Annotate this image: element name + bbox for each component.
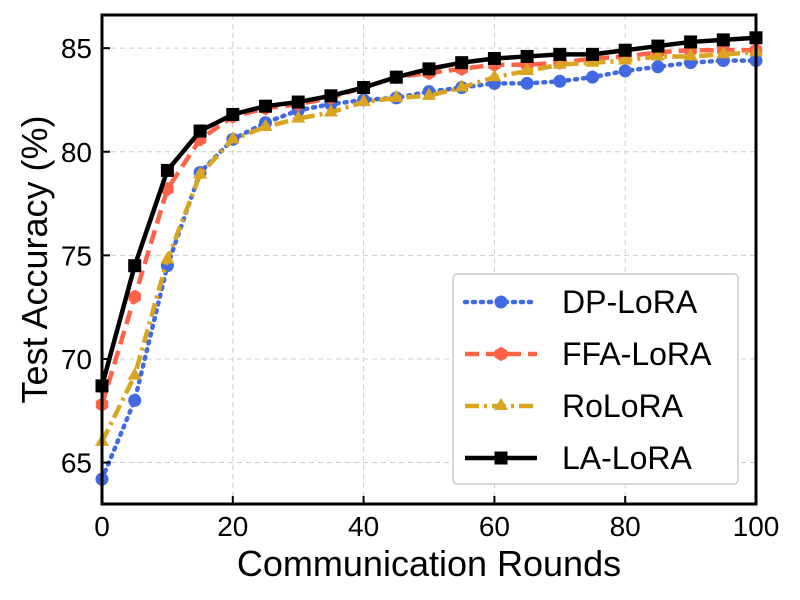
- data-point-rolora: [323, 104, 338, 117]
- legend-label-ffa-lora: FFA-LoRA: [562, 336, 712, 372]
- data-point-la-lora: [520, 49, 534, 63]
- x-tick-label: 100: [733, 511, 780, 542]
- legend-label-rolora: RoLoRA: [562, 388, 684, 424]
- y-tick-label: 65: [61, 448, 92, 479]
- x-tick-label: 0: [94, 511, 110, 542]
- data-point-la-lora: [553, 47, 567, 61]
- data-point-dp-lora: [618, 64, 632, 78]
- data-point-rolora: [291, 110, 306, 123]
- data-point-la-lora: [389, 70, 403, 84]
- data-point-rolora: [160, 251, 175, 264]
- data-point-la-lora: [651, 39, 665, 53]
- data-point-dp-lora: [586, 70, 599, 84]
- axis-ticks: 0 20 40 60 80 100 65 70 75 80 85: [61, 33, 780, 542]
- plot-frame: [100, 13, 758, 506]
- legend-item-la-lora: LA-LoRA: [465, 440, 693, 476]
- data-point-la-lora: [357, 81, 371, 95]
- x-tick-label: 60: [479, 511, 510, 542]
- x-axis-label: Communication Rounds: [237, 543, 621, 584]
- data-point-rolora: [356, 93, 371, 107]
- y-tick-label: 80: [61, 137, 92, 168]
- y-tick-label: 85: [61, 33, 92, 64]
- legend-marker-ffa-lora: [494, 346, 508, 362]
- data-point-la-lora: [259, 99, 272, 113]
- data-point-rolora: [716, 46, 731, 59]
- data-point-la-lora: [128, 259, 142, 273]
- data-point-rolora: [389, 89, 404, 102]
- data-point-la-lora: [684, 35, 698, 49]
- x-tick-label: 40: [348, 511, 379, 542]
- data-point-rolora: [193, 166, 208, 179]
- data-point-la-lora: [487, 52, 501, 66]
- series-rolora: [94, 44, 764, 446]
- data-point-la-lora: [160, 163, 174, 177]
- data-point-la-lora: [193, 124, 207, 138]
- data-point-la-lora: [324, 89, 338, 103]
- data-point-la-lora: [226, 107, 240, 121]
- data-point-rolora: [618, 52, 633, 65]
- data-point-la-lora: [586, 47, 599, 61]
- data-point-rolora: [454, 79, 469, 92]
- legend: DP-LoRA FFA-LoRA RoLoRA LA-LoRA: [452, 273, 739, 485]
- legend-box: [452, 273, 739, 485]
- data-point-rolora: [487, 69, 502, 82]
- x-tick-label: 20: [217, 511, 248, 542]
- data-point-rolora: [552, 56, 567, 69]
- y-tick-label: 75: [61, 240, 92, 271]
- legend-label-dp-lora: DP-LoRA: [562, 284, 698, 320]
- data-point-la-lora: [291, 95, 305, 109]
- legend-marker-rolora: [493, 397, 509, 411]
- data-point-la-lora: [455, 56, 469, 70]
- series-line-rolora: [99, 50, 757, 443]
- data-point-dp-lora: [553, 74, 567, 88]
- legend-item-rolora: RoLoRA: [465, 388, 684, 424]
- data-point-rolora: [683, 48, 698, 61]
- y-tick-label: 70: [61, 344, 92, 375]
- data-point-dp-lora: [651, 60, 665, 74]
- legend-item-dp-lora: DP-LoRA: [462, 284, 698, 320]
- data-point-rolora: [520, 62, 535, 76]
- data-point-rolora: [258, 118, 273, 131]
- data-point-la-lora: [618, 43, 632, 57]
- data-point-la-lora: [422, 62, 436, 76]
- y-axis-label: Test Accuracy (%): [14, 115, 55, 403]
- data-point-dp-lora: [128, 393, 142, 407]
- legend-label-la-lora: LA-LoRA: [562, 440, 693, 476]
- data-point-rolora: [650, 48, 665, 61]
- series-la-lora: [95, 31, 763, 393]
- x-tick-label: 80: [610, 511, 641, 542]
- legend-marker-dp-lora: [494, 295, 508, 309]
- legend-marker-la-lora: [494, 451, 508, 465]
- legend-item-ffa-lora: FFA-LoRA: [465, 336, 712, 372]
- data-point-rolora: [127, 367, 142, 380]
- series-layer: [94, 31, 764, 486]
- data-point-rolora: [421, 87, 437, 100]
- data-point-la-lora: [716, 33, 730, 47]
- data-point-dp-lora: [520, 76, 534, 90]
- data-point-ffa-lora: [128, 289, 141, 304]
- data-point-rolora: [225, 131, 240, 144]
